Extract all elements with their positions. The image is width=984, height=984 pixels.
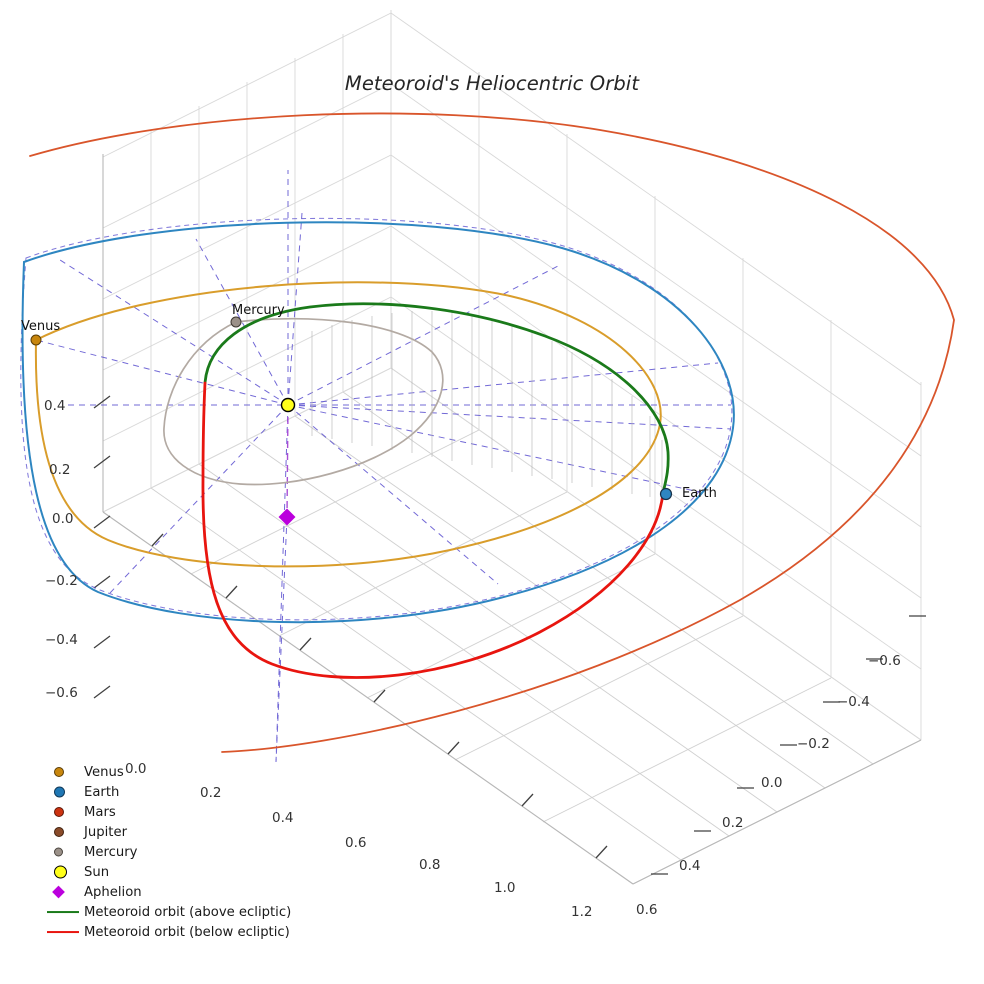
earth-orbit xyxy=(21,221,735,624)
earth-label: Earth xyxy=(682,486,717,501)
page-title: Meteoroid's Heliocentric Orbit xyxy=(344,72,640,95)
x-axis-tick-label: 0.0 xyxy=(125,761,147,777)
earth-orbit-projection xyxy=(20,217,733,621)
legend-item[interactable]: Sun xyxy=(46,862,296,882)
legend-line-swatch xyxy=(46,902,80,922)
y-axis-tick-label: −0.4 xyxy=(837,694,870,710)
legend-item-label: Mercury xyxy=(84,844,138,860)
legend-item[interactable]: Meteoroid orbit (above ecliptic) xyxy=(46,902,296,922)
venus-label: Venus xyxy=(21,319,61,334)
legend-dot-marker xyxy=(46,782,80,802)
x-axis-tick-label: 0.6 xyxy=(345,835,367,851)
y-axis-tick-label: 0.0 xyxy=(761,775,783,791)
x-axis-tick-label: 0.4 xyxy=(272,810,294,826)
mercury-label: Mercury xyxy=(232,303,285,318)
circle-marker-icon xyxy=(54,865,67,879)
legend-item-label: Meteoroid orbit (below ecliptic) xyxy=(84,924,290,940)
axis-spines xyxy=(102,154,922,885)
pane-grid-right xyxy=(390,10,922,741)
x-axis-tick-label: 0.2 xyxy=(200,785,222,801)
circle-marker-icon xyxy=(54,827,64,837)
legend-item-label: Earth xyxy=(84,784,120,800)
mercury-marker xyxy=(230,316,242,328)
z-axis-tick-label: 0.4 xyxy=(44,398,66,414)
y-axis-tick-label: −0.6 xyxy=(868,653,901,669)
y-axis-tick-label: −0.2 xyxy=(797,736,830,752)
mars-orbit xyxy=(29,112,955,753)
legend-line-swatch xyxy=(46,922,80,942)
y-axis-tick-label: 0.4 xyxy=(679,858,701,874)
earth-marker xyxy=(659,487,673,501)
orbit-drop-lines xyxy=(311,311,663,499)
z-axis-tick-label: 0.2 xyxy=(49,462,71,478)
z-axis-tick-label: −0.4 xyxy=(45,632,78,648)
legend-item[interactable]: Jupiter xyxy=(46,822,296,842)
legend-item-label: Aphelion xyxy=(84,884,142,900)
line-swatch xyxy=(47,911,79,913)
legend-item-label: Jupiter xyxy=(84,824,127,840)
legend-item-label: Sun xyxy=(84,864,110,880)
line-swatch xyxy=(47,931,79,933)
diamond-marker-icon xyxy=(52,885,65,899)
legend-dot-marker xyxy=(46,822,80,842)
circle-marker-icon xyxy=(54,847,63,857)
legend-item[interactable]: Venus xyxy=(46,762,296,782)
y-axis-tick-label: 0.2 xyxy=(722,815,744,831)
mercury-orbit xyxy=(163,317,444,486)
sun-marker xyxy=(280,397,296,413)
legend-item[interactable]: Aphelion xyxy=(46,882,296,902)
z-axis-tick-label: −0.2 xyxy=(45,573,78,589)
legend-item-label: Mars xyxy=(84,804,116,820)
meteoroid-orbit-below-ecliptic xyxy=(201,381,665,679)
legend-dot-marker xyxy=(46,862,80,882)
circle-marker-icon xyxy=(54,767,64,777)
venus-marker xyxy=(30,334,42,346)
legend-item[interactable]: Mars xyxy=(46,802,296,822)
y-axis-tick-label: 0.6 xyxy=(636,902,658,918)
ecliptic-projection-lines xyxy=(35,170,732,763)
legend-dot-marker xyxy=(46,842,80,862)
circle-marker-icon xyxy=(54,807,64,817)
axis-ticks xyxy=(93,395,926,875)
x-axis-tick-label: 1.0 xyxy=(494,880,516,896)
x-axis-tick-label: 0.8 xyxy=(419,857,441,873)
aphelion-marker xyxy=(278,508,296,526)
circle-marker-icon xyxy=(54,786,65,798)
legend-dot-marker xyxy=(46,762,80,782)
legend-item[interactable]: Meteoroid orbit (below ecliptic) xyxy=(46,922,296,942)
legend-dot-marker xyxy=(46,802,80,822)
legend-diamond-marker xyxy=(46,882,80,902)
legend-item-label: Meteoroid orbit (above ecliptic) xyxy=(84,904,292,920)
z-axis-tick-label: −0.6 xyxy=(45,685,78,701)
legend-item[interactable]: Earth xyxy=(46,782,296,802)
meteoroid-orbit-above-ecliptic xyxy=(203,302,670,495)
legend-item-label: Venus xyxy=(84,764,124,780)
legend-item[interactable]: Mercury xyxy=(46,842,296,862)
x-axis-tick-label: 1.2 xyxy=(571,904,593,920)
z-axis-tick-label: 0.0 xyxy=(52,511,74,527)
venus-orbit xyxy=(34,281,662,568)
legend: Venus Earth Mars Jupiter Mercury Sun Aphelion M… xyxy=(46,762,296,942)
